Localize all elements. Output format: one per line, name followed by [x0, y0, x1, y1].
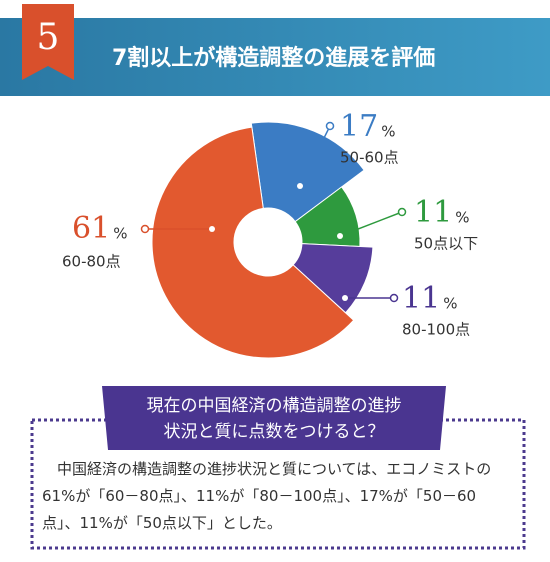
slice — [151, 126, 355, 359]
leader-dot — [389, 293, 399, 303]
question-line: 現在の中国経済の構造調整の進捗 — [147, 396, 402, 416]
body-text: 中国経済の構造調整の進捗状況と質については、エコノミストの61%が「60－80点… — [42, 460, 492, 532]
header-band — [0, 18, 550, 96]
leader-dot — [140, 224, 150, 234]
question-banner — [102, 386, 446, 450]
badge-ribbon — [22, 4, 74, 80]
value-label: 11 — [414, 195, 452, 230]
leader-line — [299, 125, 331, 187]
value-unit: % — [381, 123, 395, 141]
value-label: 11 — [402, 281, 440, 316]
badge-number: 5 — [37, 17, 60, 58]
leader-dot — [325, 121, 335, 131]
category-label: 60-80点 — [62, 253, 121, 271]
header-title: 7割以上が構造調整の進展を評価 — [112, 45, 435, 71]
leader-dot — [209, 226, 215, 232]
leader-dot — [342, 295, 348, 301]
category-label: 50-60点 — [340, 149, 399, 167]
value-unit: % — [113, 225, 127, 243]
leader-dot — [397, 207, 407, 217]
leader-dot — [297, 183, 303, 189]
category-label: 80-100点 — [402, 321, 470, 339]
leader-line — [339, 211, 403, 237]
category-label: 50点以下 — [414, 235, 478, 253]
value-unit: % — [455, 209, 469, 227]
value-unit: % — [443, 295, 457, 313]
value-label: 17 — [340, 109, 378, 144]
question-line: 状況と質に点数をつけると？ — [164, 422, 385, 442]
leader-dot — [337, 233, 343, 239]
value-label: 61 — [72, 211, 110, 246]
